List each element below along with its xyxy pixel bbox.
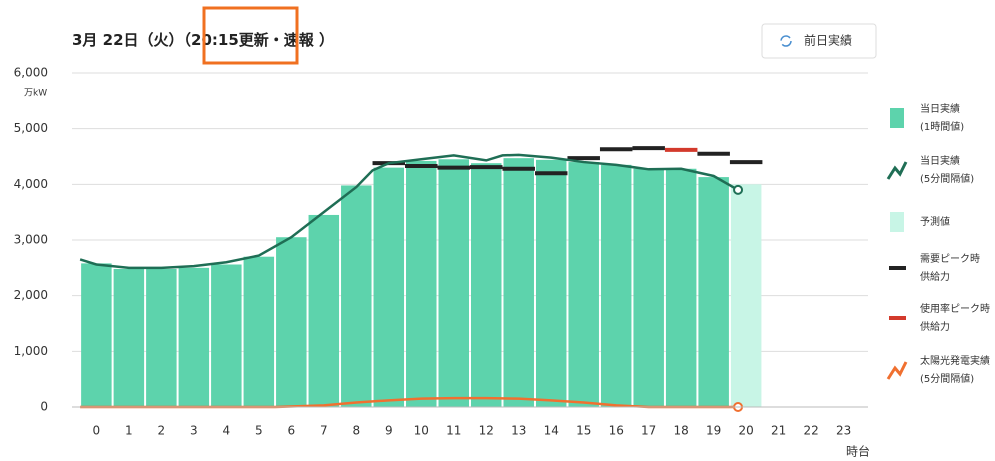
bar bbox=[276, 237, 307, 407]
x-tick-label: 8 bbox=[352, 424, 360, 438]
legend-label: 使用率ピーク時 bbox=[920, 302, 990, 315]
title-date: 3月 22日（火）（ bbox=[72, 31, 191, 49]
bar bbox=[730, 184, 762, 407]
x-tick-label: 12 bbox=[479, 424, 494, 438]
bar bbox=[178, 267, 210, 407]
legend-swatch bbox=[890, 212, 904, 232]
legend-label: 太陽光発電実績 bbox=[920, 354, 990, 367]
x-tick-label: 16 bbox=[609, 424, 624, 438]
x-tick-label: 20 bbox=[739, 424, 754, 438]
x-tick-label: 18 bbox=[674, 424, 689, 438]
x-tick-label: 22 bbox=[804, 424, 819, 438]
legend-swatch bbox=[886, 161, 908, 180]
chart-title: 3月 22日（火）（20:15更新・速報 ） bbox=[72, 31, 334, 49]
bar bbox=[503, 158, 534, 407]
bar bbox=[568, 162, 599, 407]
x-tick-label: 17 bbox=[641, 424, 656, 438]
title-suffix: ・速報 ） bbox=[269, 31, 334, 49]
x-tick-label: 2 bbox=[158, 424, 166, 438]
bar bbox=[438, 159, 469, 407]
bar bbox=[113, 268, 145, 407]
y-tick-label: 5,000 bbox=[14, 121, 48, 135]
x-tick-label: 23 bbox=[836, 424, 851, 438]
x-tick-label: 15 bbox=[576, 424, 591, 438]
y-tick-label: 6,000 bbox=[14, 66, 48, 80]
y-tick-label: 2,000 bbox=[14, 288, 48, 302]
bar bbox=[81, 263, 112, 407]
bar bbox=[535, 159, 567, 407]
bar bbox=[211, 264, 242, 407]
x-tick-label: 7 bbox=[320, 424, 328, 438]
x-tick-label: 3 bbox=[190, 424, 198, 438]
y-unit: 万kW bbox=[24, 89, 47, 99]
x-tick-label: 19 bbox=[706, 424, 721, 438]
bar bbox=[308, 214, 340, 407]
legend-swatch bbox=[886, 361, 908, 380]
x-tick-label: 13 bbox=[511, 424, 526, 438]
bar bbox=[633, 168, 664, 407]
bar bbox=[146, 268, 177, 407]
x-tick-label: 10 bbox=[414, 424, 429, 438]
bar bbox=[341, 185, 372, 407]
legend-note: (5分間隔値) bbox=[920, 372, 974, 385]
legend-label: 当日実績 bbox=[920, 154, 960, 167]
bar bbox=[243, 256, 275, 407]
y-tick-label: 0 bbox=[40, 400, 48, 414]
legend-note: 供給力 bbox=[920, 270, 950, 283]
x-tick-label: 14 bbox=[544, 424, 559, 438]
bar bbox=[600, 164, 632, 407]
line-end bbox=[733, 184, 744, 195]
legend-label: 当日実績 bbox=[920, 102, 960, 115]
bar bbox=[373, 167, 405, 407]
highlight-box bbox=[202, 6, 299, 65]
title-updated: 20:15更新 bbox=[191, 31, 269, 49]
line bbox=[79, 153, 739, 270]
bar bbox=[471, 163, 502, 407]
y-tick-label: 4,000 bbox=[14, 177, 48, 191]
prev-day-button[interactable]: 前日実績 bbox=[761, 23, 877, 59]
x-tick-label: 21 bbox=[771, 424, 786, 438]
legend-note: (5分間隔値) bbox=[920, 172, 974, 185]
x-tick-label: 6 bbox=[287, 424, 295, 438]
bar bbox=[698, 177, 729, 407]
legend-note: 供給力 bbox=[920, 320, 950, 333]
y-tick-label: 1,000 bbox=[14, 344, 48, 358]
x-tick-label: 5 bbox=[255, 424, 263, 438]
x-tick-label: 1 bbox=[125, 424, 133, 438]
x-axis-label: 時台 bbox=[846, 444, 870, 459]
y-tick-label: 3,000 bbox=[14, 233, 48, 247]
x-tick-label: 11 bbox=[446, 424, 461, 438]
legend-label: 需要ピーク時 bbox=[920, 253, 980, 265]
x-tick-label: 0 bbox=[93, 424, 101, 438]
legend-label: 予測値 bbox=[920, 215, 950, 228]
bar bbox=[665, 168, 697, 407]
legend-note: (1時間値) bbox=[920, 120, 964, 133]
legend-swatch bbox=[890, 108, 904, 128]
x-tick-label: 4 bbox=[223, 424, 231, 438]
x-tick-label: 9 bbox=[385, 424, 393, 438]
line bbox=[80, 396, 739, 409]
bar bbox=[406, 160, 437, 407]
button-label[interactable]: 前日実績 bbox=[804, 33, 852, 48]
